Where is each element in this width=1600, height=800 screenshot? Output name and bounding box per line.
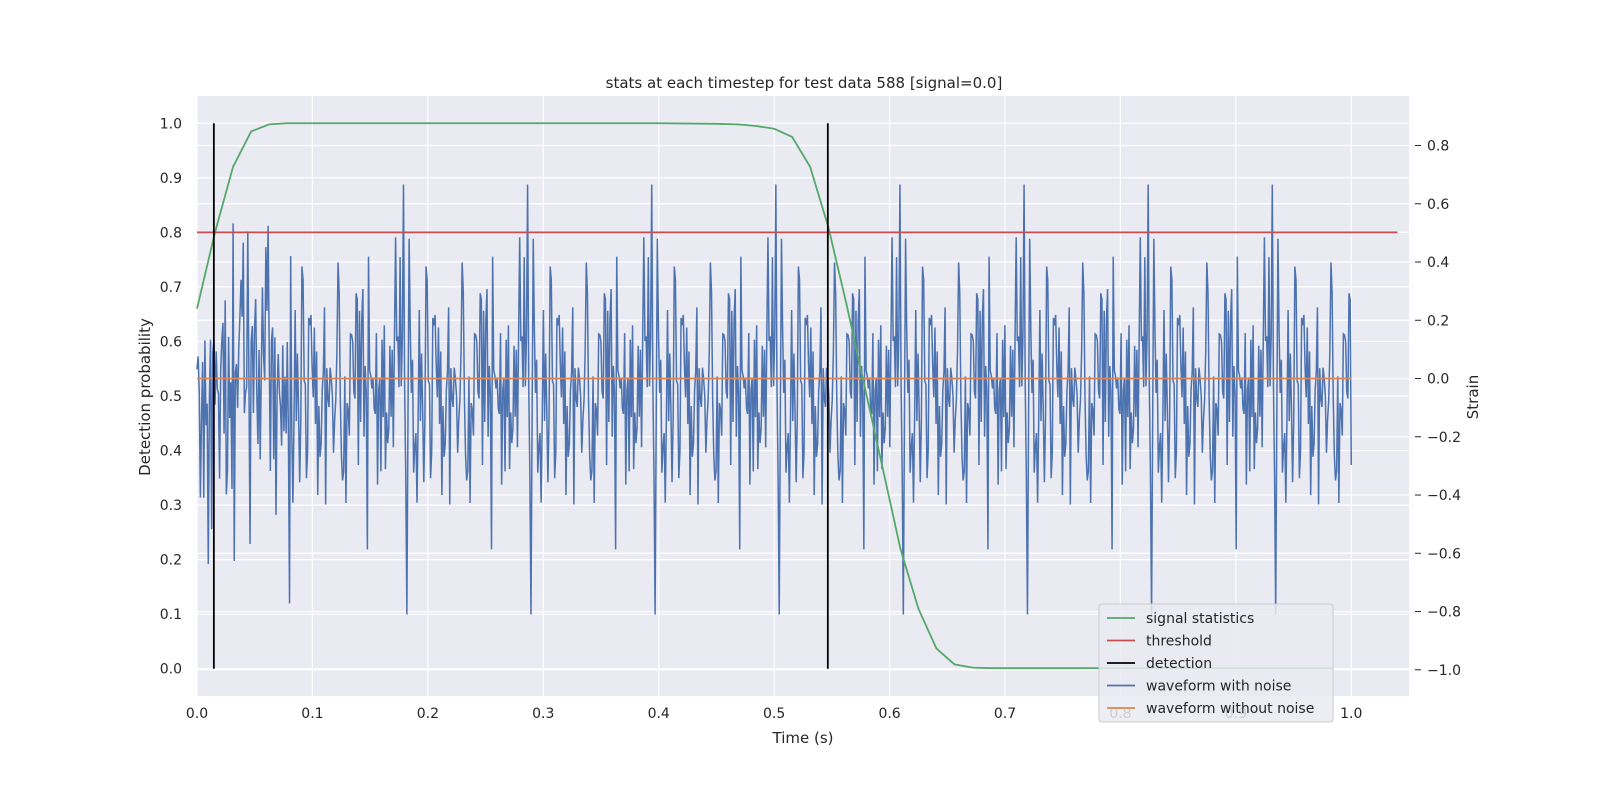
y2-tick-label: 0.2 bbox=[1427, 313, 1449, 329]
x-tick-label: 0.3 bbox=[532, 706, 554, 722]
y2-tick-label: 0.4 bbox=[1427, 255, 1449, 271]
y-tick-label: 0.4 bbox=[160, 444, 182, 460]
y-tick-labels: 0.0 0.1 0.2 0.3 0.4 0.5 0.6 0.7 0.8 0.9 1.0 bbox=[160, 116, 182, 677]
y-tick-label: 0.8 bbox=[160, 225, 182, 241]
x-tick-label: 1.0 bbox=[1340, 706, 1362, 722]
y2-tick-label: 0.0 bbox=[1427, 372, 1449, 388]
legend-label: threshold bbox=[1146, 634, 1212, 650]
y-tick-label: 0.2 bbox=[160, 553, 182, 569]
y-tick-label: 0.6 bbox=[160, 334, 182, 350]
y-tick-label: 0.9 bbox=[160, 171, 182, 187]
y2-tick-labels: −1.0 −0.8 −0.6 −0.4 −0.2 0.0 0.2 0.4 0.6 0.8 bbox=[1415, 139, 1461, 679]
x-axis-label: Time (s) bbox=[772, 729, 834, 747]
x-tick-label: 0.2 bbox=[417, 706, 439, 722]
legend: signal statistics threshold detection wavef… bbox=[1098, 603, 1334, 723]
x-tick-label: 0.6 bbox=[878, 706, 900, 722]
waveform-with-noise-series bbox=[196, 184, 1353, 615]
y2-tick-label: −0.4 bbox=[1427, 488, 1461, 504]
waveform-with-noise-line bbox=[196, 184, 1353, 615]
signal-statistics-line bbox=[196, 122, 1334, 670]
y-tick-label: 0.1 bbox=[160, 607, 182, 623]
chart-title: stats at each timestep for test data 588… bbox=[606, 74, 1003, 92]
x-tick-label: 0.0 bbox=[186, 706, 208, 722]
legend-box bbox=[1098, 603, 1334, 723]
legend-label: signal statistics bbox=[1146, 611, 1254, 627]
y2-tick-label: 0.8 bbox=[1427, 139, 1449, 155]
y2-tick-label: −1.0 bbox=[1427, 663, 1461, 679]
y-axis-label: Detection probability bbox=[136, 318, 154, 476]
legend-label: waveform without noise bbox=[1146, 701, 1314, 717]
legend-label: detection bbox=[1146, 656, 1212, 672]
y2-axis-label: Strain bbox=[1464, 375, 1482, 419]
y2-tick-label: −0.8 bbox=[1427, 605, 1461, 621]
signal-statistics-series bbox=[196, 122, 1334, 670]
x-tick-label: 0.4 bbox=[648, 706, 670, 722]
y2-tick-label: −0.6 bbox=[1427, 546, 1461, 562]
y-tick-label: 0.0 bbox=[160, 662, 182, 678]
y-tick-label: 0.3 bbox=[160, 498, 182, 514]
legend-label: waveform with noise bbox=[1146, 679, 1291, 695]
detection-series bbox=[212, 123, 829, 669]
y2-tick-label: 0.6 bbox=[1427, 197, 1449, 213]
y-tick-label: 1.0 bbox=[160, 116, 182, 132]
x-tick-label: 0.7 bbox=[994, 706, 1016, 722]
x-tick-label: 0.1 bbox=[301, 706, 323, 722]
y-tick-label: 0.5 bbox=[160, 389, 182, 405]
y-tick-label: 0.7 bbox=[160, 280, 182, 296]
y2-tick-label: −0.2 bbox=[1427, 430, 1461, 446]
x-tick-label: 0.5 bbox=[763, 706, 785, 722]
